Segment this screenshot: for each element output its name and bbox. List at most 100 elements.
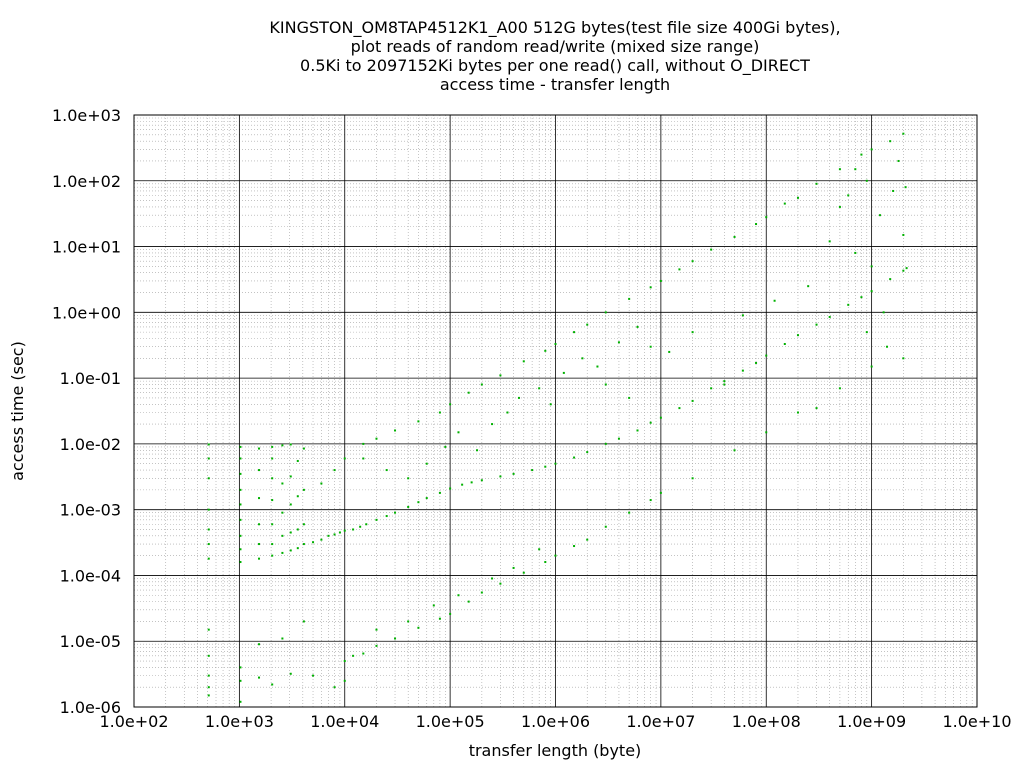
data-point bbox=[449, 612, 452, 615]
data-point bbox=[886, 345, 889, 348]
x-tick-labels: 1.0e+02 1.0e+03 1.0e+04 1.0e+05 1.0e+06 1.0e+… bbox=[99, 712, 1011, 731]
data-point bbox=[207, 628, 210, 631]
data-point bbox=[554, 462, 557, 465]
data-point bbox=[691, 260, 694, 263]
data-point bbox=[815, 182, 818, 185]
data-point bbox=[870, 290, 873, 293]
data-point bbox=[586, 323, 589, 326]
data-point bbox=[870, 148, 873, 151]
data-point bbox=[668, 350, 671, 353]
data-point bbox=[581, 357, 584, 360]
data-point bbox=[691, 399, 694, 402]
data-point bbox=[538, 548, 541, 551]
data-point bbox=[847, 194, 850, 197]
data-point bbox=[289, 549, 292, 552]
data-point bbox=[491, 577, 494, 580]
data-point bbox=[617, 437, 620, 440]
data-point bbox=[375, 644, 378, 647]
data-point bbox=[828, 315, 831, 318]
data-point bbox=[271, 477, 274, 480]
data-point bbox=[333, 686, 336, 689]
data-point bbox=[636, 325, 639, 328]
data-point bbox=[239, 518, 242, 521]
data-point bbox=[544, 349, 547, 352]
data-point bbox=[320, 538, 323, 541]
data-point bbox=[659, 491, 662, 494]
data-point bbox=[796, 411, 799, 414]
data-point bbox=[375, 628, 378, 631]
data-point bbox=[815, 407, 818, 410]
y-tick-label: 1.0e-01 bbox=[60, 369, 121, 388]
data-point bbox=[365, 523, 368, 526]
data-point bbox=[312, 541, 315, 544]
data-point bbox=[281, 534, 284, 537]
data-point bbox=[394, 511, 397, 514]
data-point bbox=[343, 529, 346, 532]
data-point bbox=[271, 499, 274, 502]
data-point bbox=[538, 387, 541, 390]
data-point bbox=[438, 411, 441, 414]
title-line-3: 0.5Ki to 2097152Ki bytes per one read() … bbox=[300, 56, 810, 76]
data-point bbox=[289, 443, 292, 446]
data-point bbox=[723, 380, 726, 383]
data-point bbox=[296, 528, 299, 531]
data-point bbox=[362, 442, 365, 445]
data-point bbox=[904, 186, 907, 189]
data-point bbox=[239, 457, 242, 460]
data-point bbox=[239, 666, 242, 669]
data-point bbox=[444, 445, 447, 448]
data-point bbox=[678, 268, 681, 271]
data-point bbox=[271, 457, 274, 460]
data-point bbox=[838, 168, 841, 171]
data-point bbox=[512, 472, 515, 475]
data-point bbox=[902, 132, 905, 135]
x-tick-label: 1.0e+02 bbox=[99, 712, 168, 731]
data-point bbox=[207, 654, 210, 657]
data-point bbox=[586, 451, 589, 454]
data-point bbox=[302, 523, 305, 526]
data-point bbox=[258, 676, 261, 679]
data-point bbox=[375, 518, 378, 521]
data-point bbox=[296, 547, 299, 550]
y-tick-label: 1.0e-03 bbox=[60, 501, 121, 520]
data-point bbox=[544, 561, 547, 564]
data-point bbox=[271, 445, 274, 448]
data-point bbox=[407, 477, 410, 480]
x-axis-label: transfer length (byte) bbox=[469, 741, 642, 760]
data-point bbox=[362, 652, 365, 655]
y-tick-label: 1.0e-05 bbox=[60, 632, 121, 651]
data-point bbox=[207, 694, 210, 697]
data-point bbox=[659, 279, 662, 282]
data-point bbox=[783, 202, 786, 205]
data-point bbox=[636, 429, 639, 432]
data-point bbox=[755, 223, 758, 226]
data-point bbox=[765, 354, 768, 357]
data-point bbox=[897, 159, 900, 162]
data-point bbox=[517, 396, 520, 399]
x-tick-label: 1.0e+04 bbox=[310, 712, 379, 731]
data-point bbox=[604, 442, 607, 445]
data-point bbox=[271, 543, 274, 546]
data-point bbox=[207, 477, 210, 480]
data-point bbox=[207, 457, 210, 460]
data-point bbox=[207, 543, 210, 546]
data-point bbox=[905, 267, 908, 270]
data-point bbox=[271, 683, 274, 686]
data-point bbox=[544, 465, 547, 468]
data-point bbox=[375, 437, 378, 440]
y-tick-label: 1.0e-04 bbox=[60, 566, 121, 585]
data-point bbox=[281, 637, 284, 640]
data-point bbox=[617, 341, 620, 344]
data-point bbox=[870, 265, 873, 268]
data-point bbox=[343, 457, 346, 460]
data-point bbox=[296, 459, 299, 462]
data-point bbox=[549, 403, 552, 406]
data-point bbox=[531, 469, 534, 472]
data-point bbox=[338, 531, 341, 534]
x-tick-label: 1.0e+09 bbox=[837, 712, 906, 731]
data-point bbox=[573, 331, 576, 334]
title-line-2: plot reads of random read/write (mixed s… bbox=[351, 37, 760, 56]
minor-grid bbox=[134, 115, 977, 707]
y-tick-label: 1.0e-06 bbox=[60, 698, 121, 717]
